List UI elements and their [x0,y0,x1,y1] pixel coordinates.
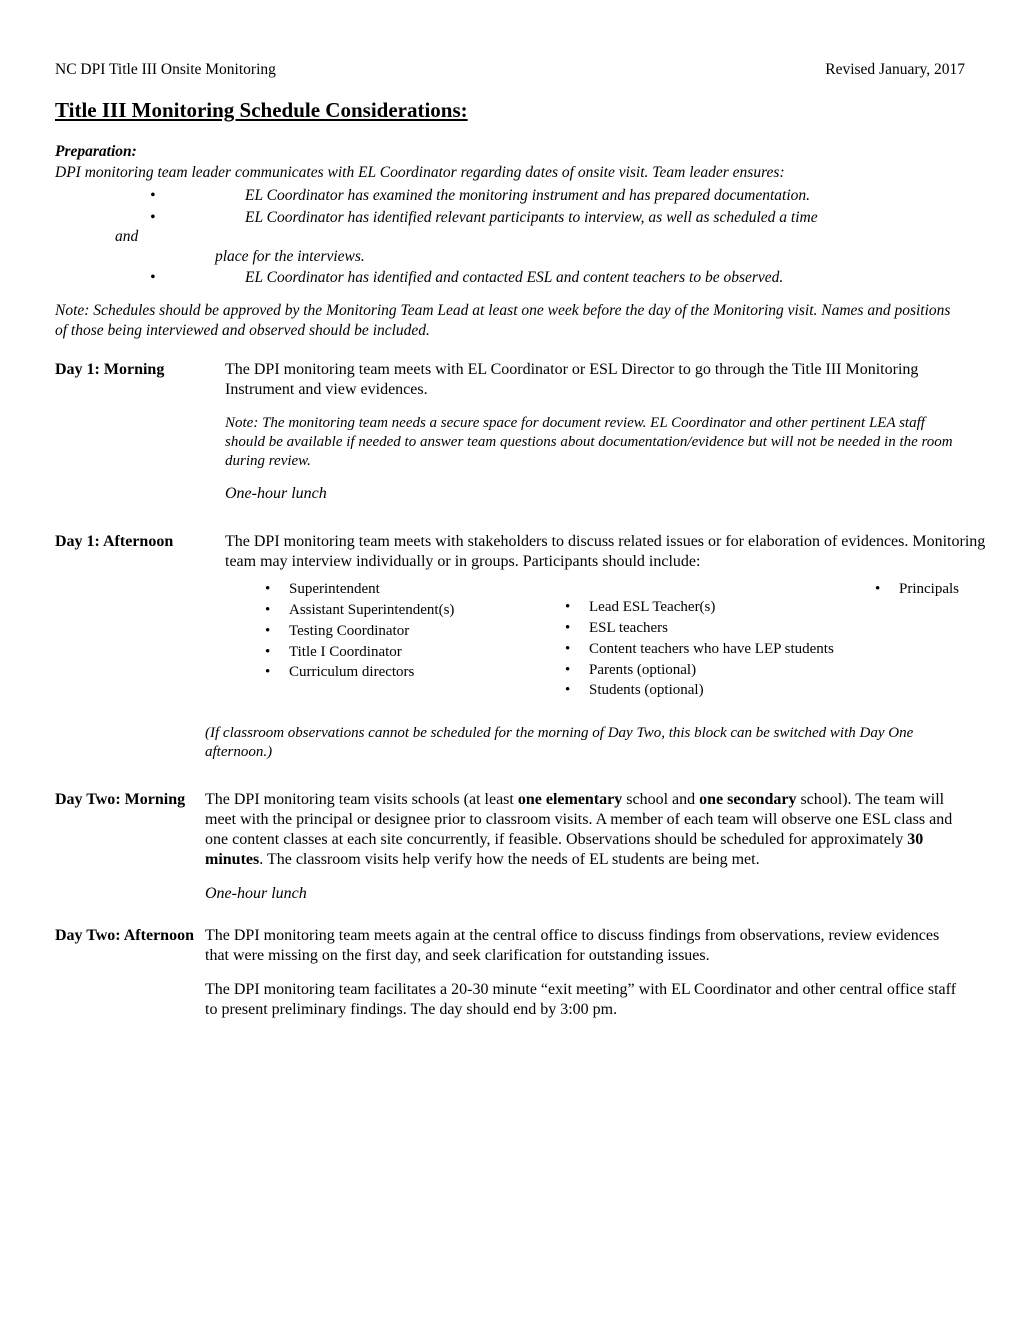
preparation-list: • EL Coordinator has examined the monito… [55,186,965,287]
switch-note: (If classroom observations cannot be sch… [205,724,965,762]
page-header: NC DPI Title III Onsite Monitoring Revis… [55,60,965,79]
schedule-body: The DPI monitoring team meets with stake… [225,532,1015,716]
schedule-block-day1-afternoon: Day 1: Afternoon The DPI monitoring team… [55,532,965,716]
lunch-line: One-hour lunch [225,484,965,504]
bullet-icon: • [150,186,155,205]
preparation-item-text: EL Coordinator has identified relevant p… [245,209,818,226]
schedule-label: Day 1: Morning [55,360,225,380]
schedule-note-inline: Note: The monitoring team needs a secure… [225,414,965,470]
bullet-icon: • [150,268,155,287]
schedule-label: Day Two: Afternoon [55,926,205,946]
preparation-place-line: place for the interviews. [165,247,965,266]
text-bold: one elementary [518,791,622,808]
schedule-paragraph: The DPI monitoring team visits schools (… [205,790,965,870]
participants-col-2: Lead ESL Teacher(s) ESL teachers Content… [525,580,835,702]
schedule-body: The DPI monitoring team meets again at t… [205,926,965,1034]
preparation-heading: Preparation: [55,142,965,161]
preparation-item: • EL Coordinator has identified and cont… [55,268,965,287]
text-segment: school and [622,791,699,808]
participant-item: ESL teachers [565,619,835,638]
preparation-item: • EL Coordinator has identified relevant… [55,208,965,266]
text-segment: . The classroom visits help verify how t… [259,851,759,868]
schedule-block-day2-afternoon: Day Two: Afternoon The DPI monitoring te… [55,926,965,1034]
schedule-label: Day 1: Afternoon [55,532,225,552]
participant-item: Students (optional) [565,681,835,700]
schedule-body: The DPI monitoring team visits schools (… [205,790,965,918]
schedule-paragraph: The DPI monitoring team meets again at t… [205,926,965,966]
lunch-line: One-hour lunch [205,884,965,904]
header-right: Revised January, 2017 [825,60,965,79]
schedule-body: The DPI monitoring team meets with EL Co… [225,360,965,524]
text-segment: The DPI monitoring team visits schools (… [205,791,518,808]
header-left: NC DPI Title III Onsite Monitoring [55,60,276,79]
participant-item: Principals [875,580,1015,599]
participant-item: Assistant Superintendent(s) [265,601,525,620]
day2-suffix: : Morning [115,791,185,808]
bullet-icon: • [150,208,155,227]
document-page: NC DPI Title III Onsite Monitoring Revis… [0,0,1020,1097]
schedule-body: (If classroom observations cannot be sch… [205,724,965,782]
schedule-note: Note: Schedules should be approved by th… [55,301,965,340]
participant-item: Curriculum directors [265,663,525,682]
day2-prefix: Day Two [55,791,115,808]
participant-item: Parents (optional) [565,661,835,680]
participant-item: Content teachers who have LEP students [565,640,835,659]
preparation-item-text: EL Coordinator has identified and contac… [245,269,783,286]
participant-item: Superintendent [265,580,525,599]
schedule-block-day1-morning: Day 1: Morning The DPI monitoring team m… [55,360,965,524]
schedule-paragraph: The DPI monitoring team meets with EL Co… [225,360,965,400]
schedule-block-day2-morning: Day Two: Morning The DPI monitoring team… [55,790,965,918]
switch-note-row: (If classroom observations cannot be sch… [55,724,965,782]
preparation-intro: DPI monitoring team leader communicates … [55,163,965,182]
participant-item: Lead ESL Teacher(s) [565,598,835,617]
participant-item: Testing Coordinator [265,622,525,641]
preparation-and-word: and [115,227,965,246]
participant-item: Title I Coordinator [265,643,525,662]
participants-col-1: Superintendent Assistant Superintendent(… [225,580,525,702]
preparation-item-text: EL Coordinator has examined the monitori… [245,187,810,204]
schedule-paragraph: The DPI monitoring team facilitates a 20… [205,980,965,1020]
participants-columns: Superintendent Assistant Superintendent(… [225,580,1015,702]
page-title: Title III Monitoring Schedule Considerat… [55,97,965,123]
schedule-paragraph: The DPI monitoring team meets with stake… [225,532,1015,572]
schedule-label: Day Two: Morning [55,790,205,810]
participants-col-3: Principals [835,580,1015,702]
text-bold: one secondary [699,791,796,808]
preparation-item: • EL Coordinator has examined the monito… [55,186,965,205]
